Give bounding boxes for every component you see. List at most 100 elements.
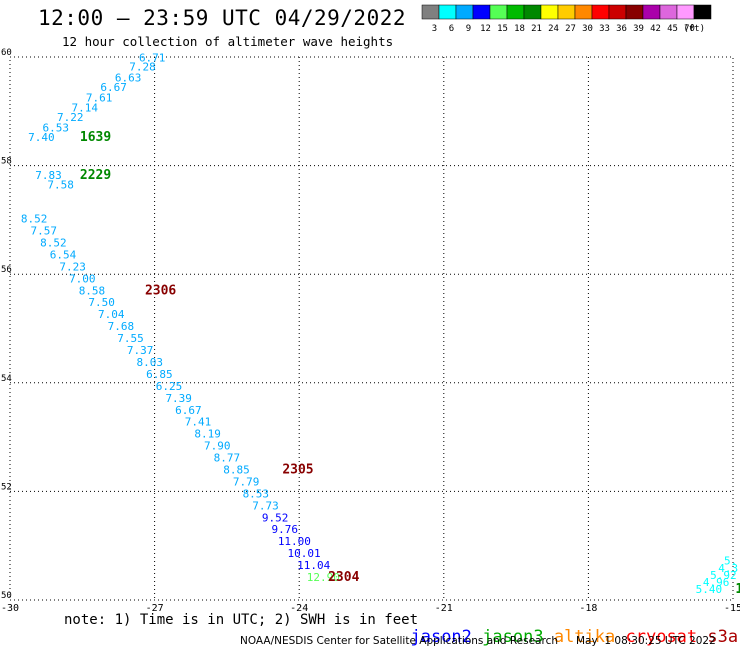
wave-height-value: 5. [724, 555, 737, 568]
wave-height-value: 7.90 [204, 440, 231, 453]
color-scale-swatch [625, 4, 644, 20]
wave-height-value: 7.83 [35, 169, 62, 182]
page-title: 12:00 – 23:59 UTC 04/29/2022 [38, 6, 407, 30]
wave-height-value: 10.01 [287, 547, 320, 560]
color-scale-swatch [489, 4, 508, 20]
color-scale-label: 18 [514, 24, 525, 34]
pass-time-label: 1 [735, 582, 740, 597]
map-frame [9, 56, 734, 601]
wave-height-value: 7.28 [129, 61, 156, 74]
color-scale-swatch [523, 4, 542, 20]
color-scale-swatch [591, 4, 610, 20]
pass-time-labels: 1639 2229 2306 2305 2304 1 [80, 130, 740, 597]
lat-tick-label: 50 [1, 591, 12, 601]
wave-height-value: 7.68 [108, 320, 135, 333]
color-scale-swatch [455, 4, 474, 20]
wave-height-value: 6.63 [115, 71, 142, 84]
color-scale-unit: (ft) [683, 24, 705, 34]
footer-timestamp: May 1 08:30:25 UTC 2022 [576, 635, 716, 647]
wave-height-value: 8.77 [214, 452, 241, 465]
units-note: note: 1) Time is in UTC; 2) SWH is in fe… [64, 612, 419, 628]
color-scale-label: 33 [599, 24, 610, 34]
color-scale-label: 27 [565, 24, 576, 34]
lat-tick-label: 58 [1, 157, 12, 167]
pass-time-label: 2229 [80, 168, 111, 183]
pass-time-label: 2304 [328, 570, 359, 585]
color-scale-swatch [438, 4, 457, 20]
color-scale-label: 9 [466, 24, 471, 34]
wave-height-value: 8.52 [40, 237, 67, 250]
page-subtitle: 12 hour collection of altimeter wave hei… [62, 34, 394, 49]
lon-tick-label: -15 [724, 603, 740, 614]
color-scale-label: 24 [548, 24, 559, 34]
satellite-cryosat: cryosat [625, 627, 698, 647]
wave-height-value: 8.85 [223, 463, 250, 476]
color-scale-swatch [472, 4, 491, 20]
wave-height-value: 7.23 [59, 260, 86, 273]
lat-tick-label: 54 [1, 374, 12, 384]
wave-height-value: 7.61 [86, 92, 113, 105]
wave-height-value: 7.41 [185, 416, 212, 429]
wave-height-value: 9.76 [271, 523, 298, 536]
lon-tick-label: -27 [146, 603, 164, 614]
lon-tick-label: -24 [290, 603, 308, 614]
satellite-jason2: jason2 [410, 627, 472, 647]
wave-height-value: 8.52 [21, 213, 48, 226]
wave-height-value: 7.79 [233, 475, 260, 488]
color-scale-label: 39 [633, 24, 644, 34]
footer-credit: NOAA/NESDIS Center for Satellite Applica… [240, 635, 558, 647]
wave-height-observations: 6.717.286.636.677.617.147.226.537.40 7.83… [21, 51, 738, 596]
color-scale-label: 42 [650, 24, 661, 34]
color-scale-label: 30 [582, 24, 593, 34]
wave-height-value: 6.71 [139, 51, 166, 64]
wave-height-value: 6.53 [43, 121, 70, 134]
wave-height-value: 9.52 [262, 511, 289, 524]
color-scale-label: 3 [432, 24, 437, 34]
lon-tick-label: -21 [435, 603, 453, 614]
color-scale-label: 70 [684, 24, 695, 34]
wave-height-value: 7.14 [71, 101, 98, 114]
map-grid [9, 56, 734, 601]
wave-height-value: 8.53 [243, 487, 270, 500]
wave-height-value: 7.39 [165, 392, 192, 405]
wave-height-value: 4.3 [718, 562, 738, 575]
wave-height-value: 12.90 [307, 571, 340, 584]
wave-height-color-scale: 3 6 9 12 15 18 21 24 27 30 33 36 39 42 45 70(ft) [421, 4, 712, 34]
wave-height-value: 7.40 [28, 131, 55, 144]
wave-height-value: 5.92 [710, 569, 737, 582]
color-scale-swatch [574, 4, 593, 20]
wave-height-value: 5.40 [696, 583, 723, 596]
satellite-legend: jason2 jason3 altika cryosat s3a [390, 607, 738, 647]
wave-height-value: 7.00 [69, 272, 96, 285]
lon-tick-label: -30 [1, 603, 19, 614]
footer: NOAA/NESDIS Center for Satellite Applica… [240, 635, 716, 647]
wave-height-value: 8.58 [79, 284, 106, 297]
wave-height-value: 8.19 [194, 428, 221, 441]
wave-height-value: 6.25 [156, 380, 183, 393]
color-scale-label: 45 [667, 24, 678, 34]
color-scale-swatch [608, 4, 627, 20]
color-scale-swatch [506, 4, 525, 20]
color-scale-swatch [676, 4, 695, 20]
wave-height-value: 7.58 [47, 178, 74, 191]
color-scale-swatch [557, 4, 576, 20]
lat-tick-label: 60 [1, 48, 12, 58]
wave-height-value: 11.04 [297, 559, 330, 572]
color-scale-label: 36 [616, 24, 627, 34]
wave-height-value: 7.55 [117, 332, 144, 345]
wave-height-value: 11.00 [278, 535, 311, 548]
wave-height-value: 7.04 [98, 308, 125, 321]
wave-height-value: 7.22 [57, 111, 84, 124]
satellite-jason3: jason3 [482, 627, 544, 647]
wave-height-value: 8.03 [137, 356, 164, 369]
wave-height-value: 6.67 [100, 81, 127, 94]
map-axis-labels: -30 -27 -24 -21 -18 -15 50 52 54 56 58 60 [1, 48, 740, 614]
pass-time-label: 2306 [145, 283, 176, 298]
wave-height-value: 4.96 [703, 576, 730, 589]
color-scale-label: 12 [480, 24, 491, 34]
wave-height-value: 7.50 [88, 296, 115, 309]
wave-height-value: 6.85 [146, 368, 173, 381]
wave-height-value: 7.73 [252, 499, 279, 512]
color-scale-swatch [421, 4, 440, 20]
